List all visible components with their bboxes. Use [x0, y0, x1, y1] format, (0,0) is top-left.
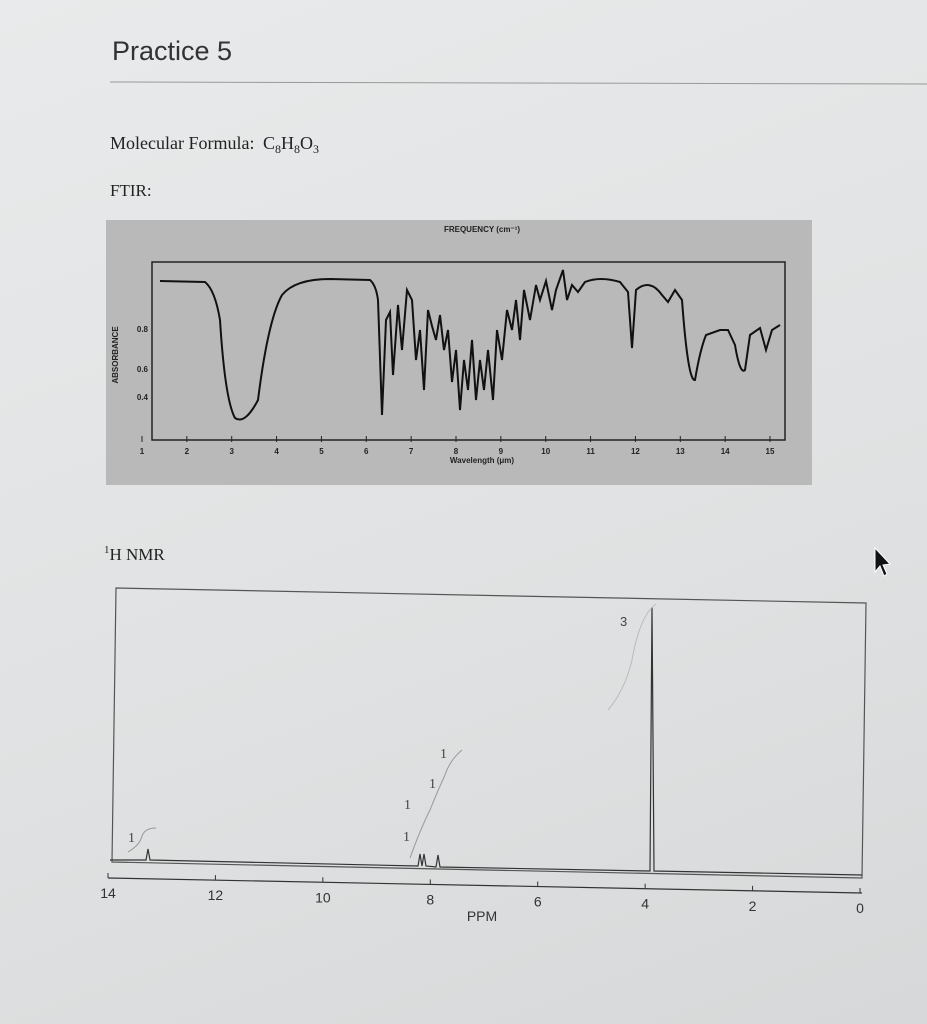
ftir-image: FREQUENCY (cm⁻¹) Wavelength (μm) ABSORBA… — [106, 220, 812, 485]
integral — [409, 749, 463, 859]
nmr-frame — [111, 587, 867, 879]
integration-label: 1 — [404, 798, 411, 813]
ftir-x-tick-label: 14 — [721, 447, 730, 456]
ftir-x-tick-label: 13 — [676, 447, 685, 456]
nmr-x-tick-label: 0 — [856, 900, 864, 916]
count: 8 — [275, 142, 281, 156]
nmr-x-tick-label: 14 — [100, 885, 116, 901]
ftir-x-tick-label: 11 — [586, 447, 595, 456]
nmr-x-tick-label: 6 — [534, 894, 542, 910]
nmr-x-ticks: 14 12 10 8 6 4 2 0 — [100, 873, 864, 916]
nmr-label-text: H NMR — [110, 545, 166, 564]
formula-label: Molecular Formula: — [110, 133, 254, 153]
formula: Molecular Formula: C8H8O3 — [110, 133, 319, 156]
nmr-spectrum: PPM 14 12 10 8 6 4 2 0 1 1 1 1 1 3 — [100, 587, 867, 924]
ftir-x-tick-label: 10 — [541, 447, 550, 456]
ftir-label: FTIR: — [110, 181, 152, 200]
nmr-x-tick-label: 8 — [426, 891, 434, 907]
title-rule — [109, 81, 927, 85]
integral — [127, 827, 157, 853]
ftir-x-tick-label: 8 — [454, 447, 459, 456]
title: Practice 5 — [112, 36, 232, 66]
ftir-top-axis-title: FREQUENCY (cm⁻¹) — [444, 225, 520, 234]
nmr-x-tick-label: 12 — [208, 887, 224, 903]
symbol: H — [281, 133, 294, 153]
nmr-x-tick-label: 4 — [641, 896, 649, 912]
ftir-y-tick-label: 0.8 — [137, 325, 149, 334]
symbol: C — [263, 133, 275, 153]
nmr-trace — [110, 606, 863, 876]
integration-label: 1 — [440, 747, 447, 762]
ftir-y-tick-label: 0.6 — [137, 365, 149, 374]
integration-label: 1 — [429, 777, 436, 792]
nmr-axis-title: PPM — [467, 908, 497, 924]
mouse-cursor — [874, 546, 892, 577]
ftir-x-tick-label: 4 — [274, 447, 279, 456]
nmr-superscript: 1 — [104, 544, 110, 556]
ftir-bottom-axis-title: Wavelength (μm) — [450, 456, 514, 465]
integration-label: 1 — [403, 830, 410, 845]
ftir-x-tick-label: 7 — [409, 447, 414, 456]
nmr-x-tick-label: 2 — [749, 898, 757, 914]
symbol: O — [300, 133, 313, 153]
ftir-x-tick-label: 15 — [766, 447, 775, 456]
nmr-x-tick-label: 10 — [315, 889, 331, 905]
ftir-y-tick-label: 0.4 — [137, 393, 149, 402]
ftir-y-axis-title: ABSORBANCE — [111, 326, 120, 384]
integration-label: 1 — [128, 831, 135, 846]
ftir-x-ticks: 1 2 3 4 5 6 7 8 9 10 11 12 13 14 15 — [140, 436, 775, 456]
nmr-axis — [107, 877, 863, 894]
ftir-trace — [159, 269, 781, 421]
ftir-x-tick-label: 6 — [364, 447, 369, 456]
count: 8 — [294, 142, 300, 156]
nmr-label: 1H NMR — [104, 544, 165, 564]
count: 3 — [313, 142, 319, 156]
ftir-x-tick-label: 3 — [229, 447, 234, 456]
ftir-x-tick-label: 12 — [631, 447, 640, 456]
ftir-x-tick-label: 5 — [319, 447, 324, 456]
ftir-frame — [151, 261, 786, 441]
integral — [607, 603, 657, 711]
ftir-background — [106, 220, 812, 485]
ftir-x-tick-label: 1 — [140, 447, 145, 456]
ftir-x-tick-label: 9 — [499, 447, 504, 456]
integration-label: 3 — [620, 614, 627, 629]
ftir-x-tick-label: 2 — [185, 447, 190, 456]
